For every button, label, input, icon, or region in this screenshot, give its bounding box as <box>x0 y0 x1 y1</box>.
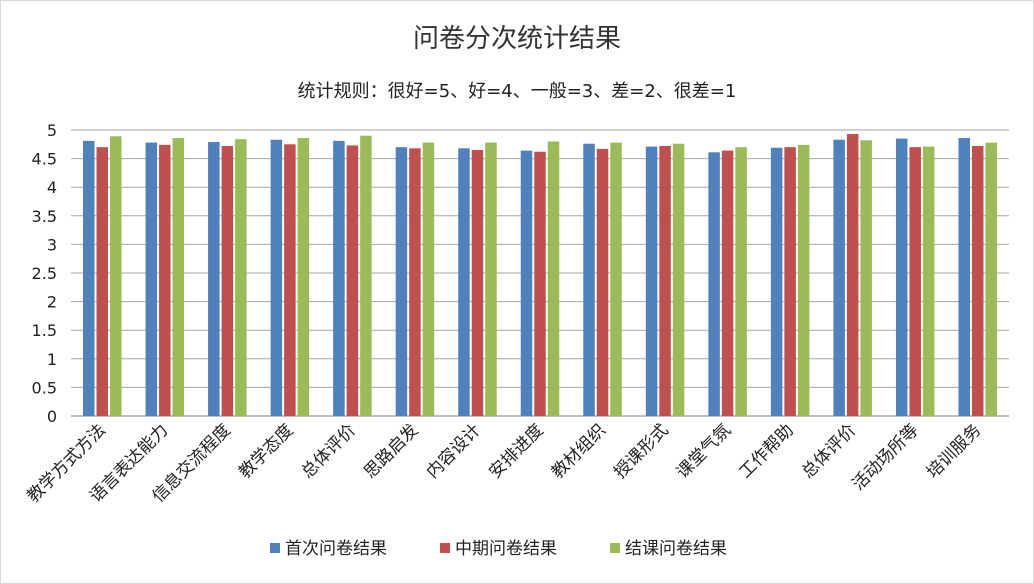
x-category-label: 授课形式 <box>610 420 672 482</box>
bar <box>770 147 783 416</box>
bar <box>270 139 283 416</box>
x-category-label: 内容设计 <box>423 420 485 482</box>
bar <box>346 145 359 416</box>
bar <box>596 148 609 416</box>
legend: 首次问卷结果 中期问卷结果 结课问卷结果 <box>270 539 727 559</box>
legend-swatch <box>270 543 280 553</box>
bar <box>971 146 984 417</box>
bar <box>208 142 220 416</box>
bar <box>958 138 970 416</box>
bar <box>922 146 935 416</box>
legend-label: 中期问卷结果 <box>455 539 557 559</box>
x-category-label: 总体评价 <box>298 420 360 482</box>
x-category-label: 安排进度 <box>485 420 547 482</box>
x-category-label: 活动场所等 <box>848 420 922 494</box>
x-category-label: 教学态度 <box>235 420 297 482</box>
bar <box>860 140 872 416</box>
bar <box>534 151 546 416</box>
bars <box>83 134 997 417</box>
bar <box>297 138 310 416</box>
y-tick-label: 1 <box>47 350 57 369</box>
bar <box>721 150 734 417</box>
legend-swatch <box>440 543 450 553</box>
x-category-label: 课堂气氛 <box>673 420 735 482</box>
y-tick-label: 3 <box>47 235 57 254</box>
legend-swatch <box>610 543 620 553</box>
y-tick-label: 2 <box>47 293 57 312</box>
x-category-label: 教材组织 <box>548 420 610 482</box>
y-tick-label: 3.5 <box>32 207 57 226</box>
bar <box>909 147 921 416</box>
bar <box>583 143 595 416</box>
bar <box>458 148 470 416</box>
bar <box>985 142 997 417</box>
legend-label: 首次问卷结果 <box>285 539 387 559</box>
bar <box>846 134 859 416</box>
bar <box>784 147 796 416</box>
y-tick-label: 0.5 <box>32 378 57 397</box>
bar <box>471 150 484 416</box>
bar <box>520 150 533 417</box>
bar <box>83 140 95 417</box>
y-tick-label: 0 <box>47 407 57 426</box>
bar <box>284 144 296 417</box>
x-category-label: 培训服务 <box>923 420 985 482</box>
y-tick-label: 5 <box>47 121 57 140</box>
bar <box>735 147 747 416</box>
x-category-label: 工作帮助 <box>735 420 797 482</box>
legend-label: 结课问卷结果 <box>625 539 727 559</box>
x-category-label: 总体评价 <box>798 420 860 482</box>
bar <box>360 135 372 416</box>
y-tick-label: 1.5 <box>32 321 57 340</box>
chart-subtitle: 统计规则：很好=5、好=4、一般=3、差=2、很差=1 <box>298 81 737 102</box>
bar <box>409 148 421 416</box>
y-tick-label: 4 <box>47 178 57 197</box>
y-tick-label: 4.5 <box>32 150 57 169</box>
bar <box>221 146 234 417</box>
bar <box>159 144 171 416</box>
x-category-label: 思路启发 <box>360 420 422 482</box>
bar <box>659 146 671 417</box>
bar <box>797 144 810 416</box>
bar <box>172 138 185 416</box>
bar <box>485 142 497 417</box>
bar <box>422 142 435 417</box>
bar <box>145 142 158 417</box>
bar <box>610 142 622 417</box>
bar <box>547 141 560 416</box>
bar <box>333 140 345 417</box>
chart-title: 问卷分次统计结果 <box>413 24 621 54</box>
bar <box>235 139 247 417</box>
bar <box>895 138 908 416</box>
bar <box>645 146 658 416</box>
bar <box>110 136 122 417</box>
bar <box>833 139 845 416</box>
bar <box>96 147 109 416</box>
y-tick-label: 2.5 <box>32 264 57 283</box>
bar <box>672 143 685 416</box>
y-axis-ticks: 0 0.5 1 1.5 2 2.5 3 3.5 4 4.5 5 <box>32 121 57 426</box>
bar <box>708 152 720 417</box>
bar <box>395 147 408 416</box>
